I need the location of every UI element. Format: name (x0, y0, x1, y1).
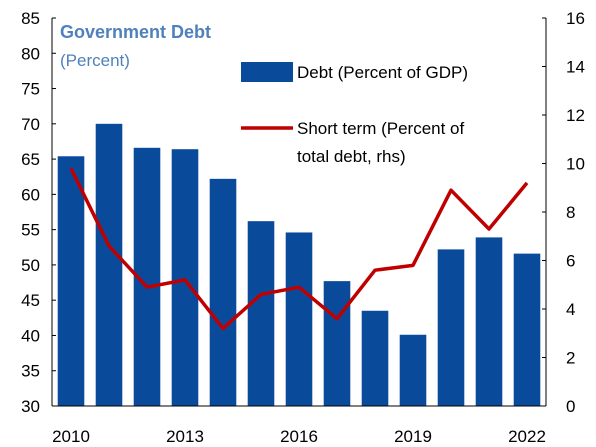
debt-bar-2013 (171, 149, 199, 406)
right-axis-ticks: 0 2 4 6 8 10 12 14 16 (566, 9, 585, 416)
legend: Debt (Percent of GDP) Short term (Percen… (241, 62, 468, 166)
legend-debt-label: Debt (Percent of GDP) (297, 63, 468, 82)
left-tick-label: 65 (21, 150, 40, 169)
left-tick-label: 55 (21, 221, 40, 240)
debt-bar-2017 (323, 281, 351, 406)
debt-bar-2016 (285, 232, 313, 406)
left-tick-label: 50 (21, 256, 40, 275)
left-axis-ticks: 30 35 40 45 50 55 60 65 70 75 80 85 (21, 9, 40, 416)
right-tick-label: 6 (566, 252, 575, 271)
right-tick-label: 2 (566, 349, 575, 368)
left-tick-label: 35 (21, 362, 40, 381)
x-tick-label: 2013 (166, 427, 204, 446)
right-tick-label: 12 (566, 106, 585, 125)
right-tick-label: 14 (566, 58, 585, 77)
x-tick-label: 2019 (394, 427, 432, 446)
left-tick-label: 85 (21, 9, 40, 28)
chart-title: Government Debt (60, 22, 211, 42)
legend-debt-swatch (241, 62, 293, 82)
debt-bar-2022 (513, 253, 541, 406)
legend-short-term-label-line2: total debt, rhs) (297, 147, 406, 166)
right-tick-label: 4 (566, 300, 575, 319)
left-tick-label: 30 (21, 397, 40, 416)
debt-bar-2010 (57, 156, 85, 406)
right-tick-label: 16 (566, 9, 585, 28)
debt-bar-2011 (95, 123, 123, 407)
debt-bar-2014 (209, 178, 237, 406)
legend-short-term-label-line1: Short term (Percent of (297, 119, 465, 138)
left-tick-label: 70 (21, 115, 40, 134)
x-tick-label: 2010 (52, 427, 90, 446)
debt-bar-2020 (437, 249, 465, 406)
debt-bar-2021 (475, 237, 503, 406)
short-term-line (69, 167, 529, 331)
x-tick-label: 2016 (280, 427, 318, 446)
debt-bar-2015 (247, 221, 275, 406)
left-tick-label: 80 (21, 44, 40, 63)
right-tick-label: 0 (566, 397, 575, 416)
debt-bar-2019 (399, 334, 427, 406)
left-tick-label: 45 (21, 291, 40, 310)
x-axis-ticks: 2010 2013 2016 2019 2022 (52, 427, 546, 446)
chart-subtitle: (Percent) (60, 51, 130, 70)
right-tick-label: 8 (566, 203, 575, 222)
x-tick-label: 2022 (508, 427, 546, 446)
short-term-line-layer (69, 167, 529, 331)
debt-bar-2018 (361, 310, 389, 406)
left-tick-label: 75 (21, 80, 40, 99)
axes (51, 17, 547, 407)
right-tick-label: 10 (566, 155, 585, 174)
left-tick-label: 40 (21, 326, 40, 345)
debt-bars (57, 123, 541, 407)
left-tick-label: 60 (21, 185, 40, 204)
